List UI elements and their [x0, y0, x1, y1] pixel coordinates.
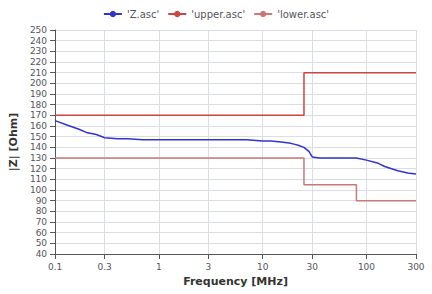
svg-text:'upper.asc': 'upper.asc' [191, 9, 245, 20]
svg-text:1: 1 [156, 262, 162, 272]
svg-text:150: 150 [30, 132, 47, 142]
svg-text:250: 250 [30, 25, 47, 35]
svg-text:220: 220 [30, 57, 47, 67]
svg-text:50: 50 [36, 238, 48, 248]
svg-text:'lower.asc': 'lower.asc' [277, 9, 329, 20]
svg-text:130: 130 [30, 153, 47, 163]
svg-text:200: 200 [30, 78, 47, 88]
svg-text:|Z| [Ohm]: |Z| [Ohm] [7, 113, 20, 172]
svg-text:210: 210 [30, 68, 47, 78]
svg-text:Frequency [MHz]: Frequency [MHz] [183, 275, 288, 288]
svg-text:30: 30 [306, 262, 318, 272]
svg-text:0.3: 0.3 [97, 262, 111, 272]
svg-text:70: 70 [36, 217, 48, 227]
svg-text:240: 240 [30, 36, 47, 46]
svg-text:'Z.asc': 'Z.asc' [127, 9, 159, 20]
svg-text:60: 60 [36, 228, 48, 238]
svg-text:100: 100 [30, 185, 47, 195]
svg-text:170: 170 [30, 110, 47, 120]
svg-text:3: 3 [206, 262, 212, 272]
svg-text:230: 230 [30, 46, 47, 56]
svg-text:140: 140 [30, 142, 47, 152]
svg-text:160: 160 [30, 121, 47, 131]
svg-text:110: 110 [30, 174, 47, 184]
svg-text:10: 10 [257, 262, 269, 272]
svg-text:180: 180 [30, 100, 47, 110]
svg-text:80: 80 [36, 206, 48, 216]
svg-text:300: 300 [407, 262, 424, 272]
svg-text:120: 120 [30, 164, 47, 174]
svg-text:0.1: 0.1 [48, 262, 62, 272]
svg-text:190: 190 [30, 89, 47, 99]
svg-text:90: 90 [36, 196, 48, 206]
svg-text:100: 100 [358, 262, 375, 272]
svg-text:40: 40 [36, 249, 48, 259]
